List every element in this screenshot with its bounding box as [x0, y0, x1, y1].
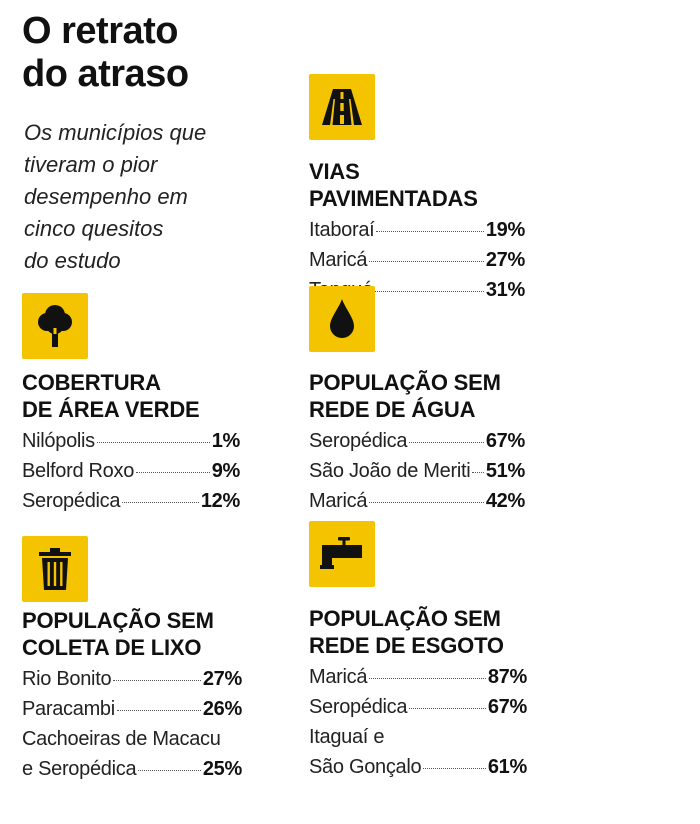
subtitle-line: do estudo — [24, 248, 121, 273]
percent-value: 67% — [487, 696, 527, 718]
dot-leader — [472, 472, 484, 473]
list-item: Itaboraí 19% — [309, 215, 525, 245]
section-rede-de-agua: POPULAÇÃO SEM REDE DE ÁGUA Seropédica 67… — [309, 286, 525, 516]
road-icon — [309, 74, 375, 140]
percent-value: 51% — [485, 460, 525, 482]
municipality-name: Seropédica — [309, 430, 408, 452]
list-item: Maricá 87% — [309, 662, 527, 692]
section-cobertura-area-verde: COBERTURA DE ÁREA VERDE Nilópolis 1% Bel… — [22, 293, 240, 516]
percent-value: 31% — [485, 279, 525, 301]
section-heading: POPULAÇÃO SEM REDE DE ESGOTO — [309, 606, 504, 658]
percent-value: 67% — [485, 430, 525, 452]
percent-value: 25% — [202, 758, 242, 780]
section-heading: COBERTURA DE ÁREA VERDE — [22, 370, 200, 422]
list-item: Paracambi 26% — [22, 694, 242, 724]
ranking-list: Maricá 87% Seropédica 67% Itaguaí e São … — [309, 662, 527, 782]
municipality-name: e Seropédica — [22, 758, 137, 780]
list-item: Rio Bonito 27% — [22, 664, 242, 694]
percent-value: 12% — [200, 490, 240, 512]
list-item: Nilópolis 1% — [22, 426, 240, 456]
subtitle: Os municípios que tiveram o pior desempe… — [24, 117, 264, 277]
percent-value: 27% — [485, 249, 525, 271]
dot-leader — [369, 261, 484, 262]
municipality-name: Maricá — [309, 666, 368, 688]
section-heading: POPULAÇÃO SEM COLETA DE LIXO — [22, 608, 214, 660]
list-item: São João de Meriti 51% — [309, 456, 525, 486]
list-item: Cachoeiras de Macacu e Seropédica 25% — [22, 724, 242, 784]
tree-icon — [22, 293, 88, 359]
municipality-name: Paracambi — [22, 698, 115, 720]
percent-value: 87% — [487, 666, 527, 688]
percent-value: 42% — [485, 490, 525, 512]
dot-leader — [409, 442, 484, 443]
section-rede-de-esgoto: POPULAÇÃO SEM REDE DE ESGOTO Maricá 87% … — [309, 521, 527, 782]
municipality-name: Maricá — [309, 490, 368, 512]
percent-value: 27% — [202, 668, 242, 690]
subtitle-line: Os municípios que — [24, 120, 207, 145]
dot-leader — [136, 472, 210, 473]
municipality-name: Itaboraí — [309, 219, 375, 241]
subtitle-line: tiveram o pior — [24, 152, 158, 177]
faucet-icon — [309, 521, 375, 587]
municipality-name: Nilópolis — [22, 430, 95, 452]
list-item: Seropédica 12% — [22, 486, 240, 516]
dot-leader — [116, 710, 201, 711]
percent-value: 61% — [487, 756, 527, 778]
dot-leader — [423, 768, 486, 769]
dot-leader — [138, 770, 201, 771]
list-item: Seropédica 67% — [309, 426, 525, 456]
water-drop-icon — [309, 286, 375, 352]
ranking-list: Nilópolis 1% Belford Roxo 9% Seropédica … — [22, 426, 240, 516]
section-heading: POPULAÇÃO SEM REDE DE ÁGUA — [309, 370, 501, 422]
title-line-1: O retrato — [22, 10, 178, 52]
dot-leader — [376, 231, 484, 232]
dot-leader — [113, 680, 201, 681]
dot-leader — [122, 502, 199, 503]
dot-leader — [374, 291, 484, 292]
percent-value: 19% — [485, 219, 525, 241]
section-coleta-de-lixo: POPULAÇÃO SEM COLETA DE LIXO Rio Bonito … — [22, 536, 242, 784]
list-item: Itaguaí e São Gonçalo 61% — [309, 722, 527, 782]
percent-value: 1% — [211, 430, 241, 452]
municipality-name: Rio Bonito — [22, 668, 112, 690]
section-vias-pavimentadas: VIAS PAVIMENTADAS Itaboraí 19% Maricá 27… — [309, 74, 525, 305]
municipality-name: Seropédica — [22, 490, 121, 512]
percent-value: 9% — [211, 460, 241, 482]
municipality-name-line: Itaguaí e — [309, 726, 385, 748]
ranking-list: Rio Bonito 27% Paracambi 26% Cachoeiras … — [22, 664, 242, 784]
municipality-name: São Gonçalo — [309, 756, 422, 778]
municipality-name: São João de Meriti — [309, 460, 471, 482]
ranking-list: Seropédica 67% São João de Meriti 51% Ma… — [309, 426, 525, 516]
municipality-name-line: Cachoeiras de Macacu — [22, 728, 221, 750]
dot-leader — [409, 708, 486, 709]
percent-value: 26% — [202, 698, 242, 720]
title-line-2: do atraso — [22, 53, 189, 95]
list-item: Maricá 42% — [309, 486, 525, 516]
list-item: Maricá 27% — [309, 245, 525, 275]
municipality-name: Belford Roxo — [22, 460, 135, 482]
page-title: O retrato do atraso — [22, 10, 189, 96]
list-item: Belford Roxo 9% — [22, 456, 240, 486]
dot-leader — [96, 442, 210, 443]
list-item: Seropédica 67% — [309, 692, 527, 722]
subtitle-line: cinco quesitos — [24, 216, 164, 241]
municipality-name: Seropédica — [309, 696, 408, 718]
trash-can-icon — [22, 536, 88, 602]
dot-leader — [369, 678, 486, 679]
section-heading: VIAS PAVIMENTADAS — [309, 159, 478, 211]
dot-leader — [369, 502, 484, 503]
municipality-name: Maricá — [309, 249, 368, 271]
subtitle-line: desempenho em — [24, 184, 188, 209]
